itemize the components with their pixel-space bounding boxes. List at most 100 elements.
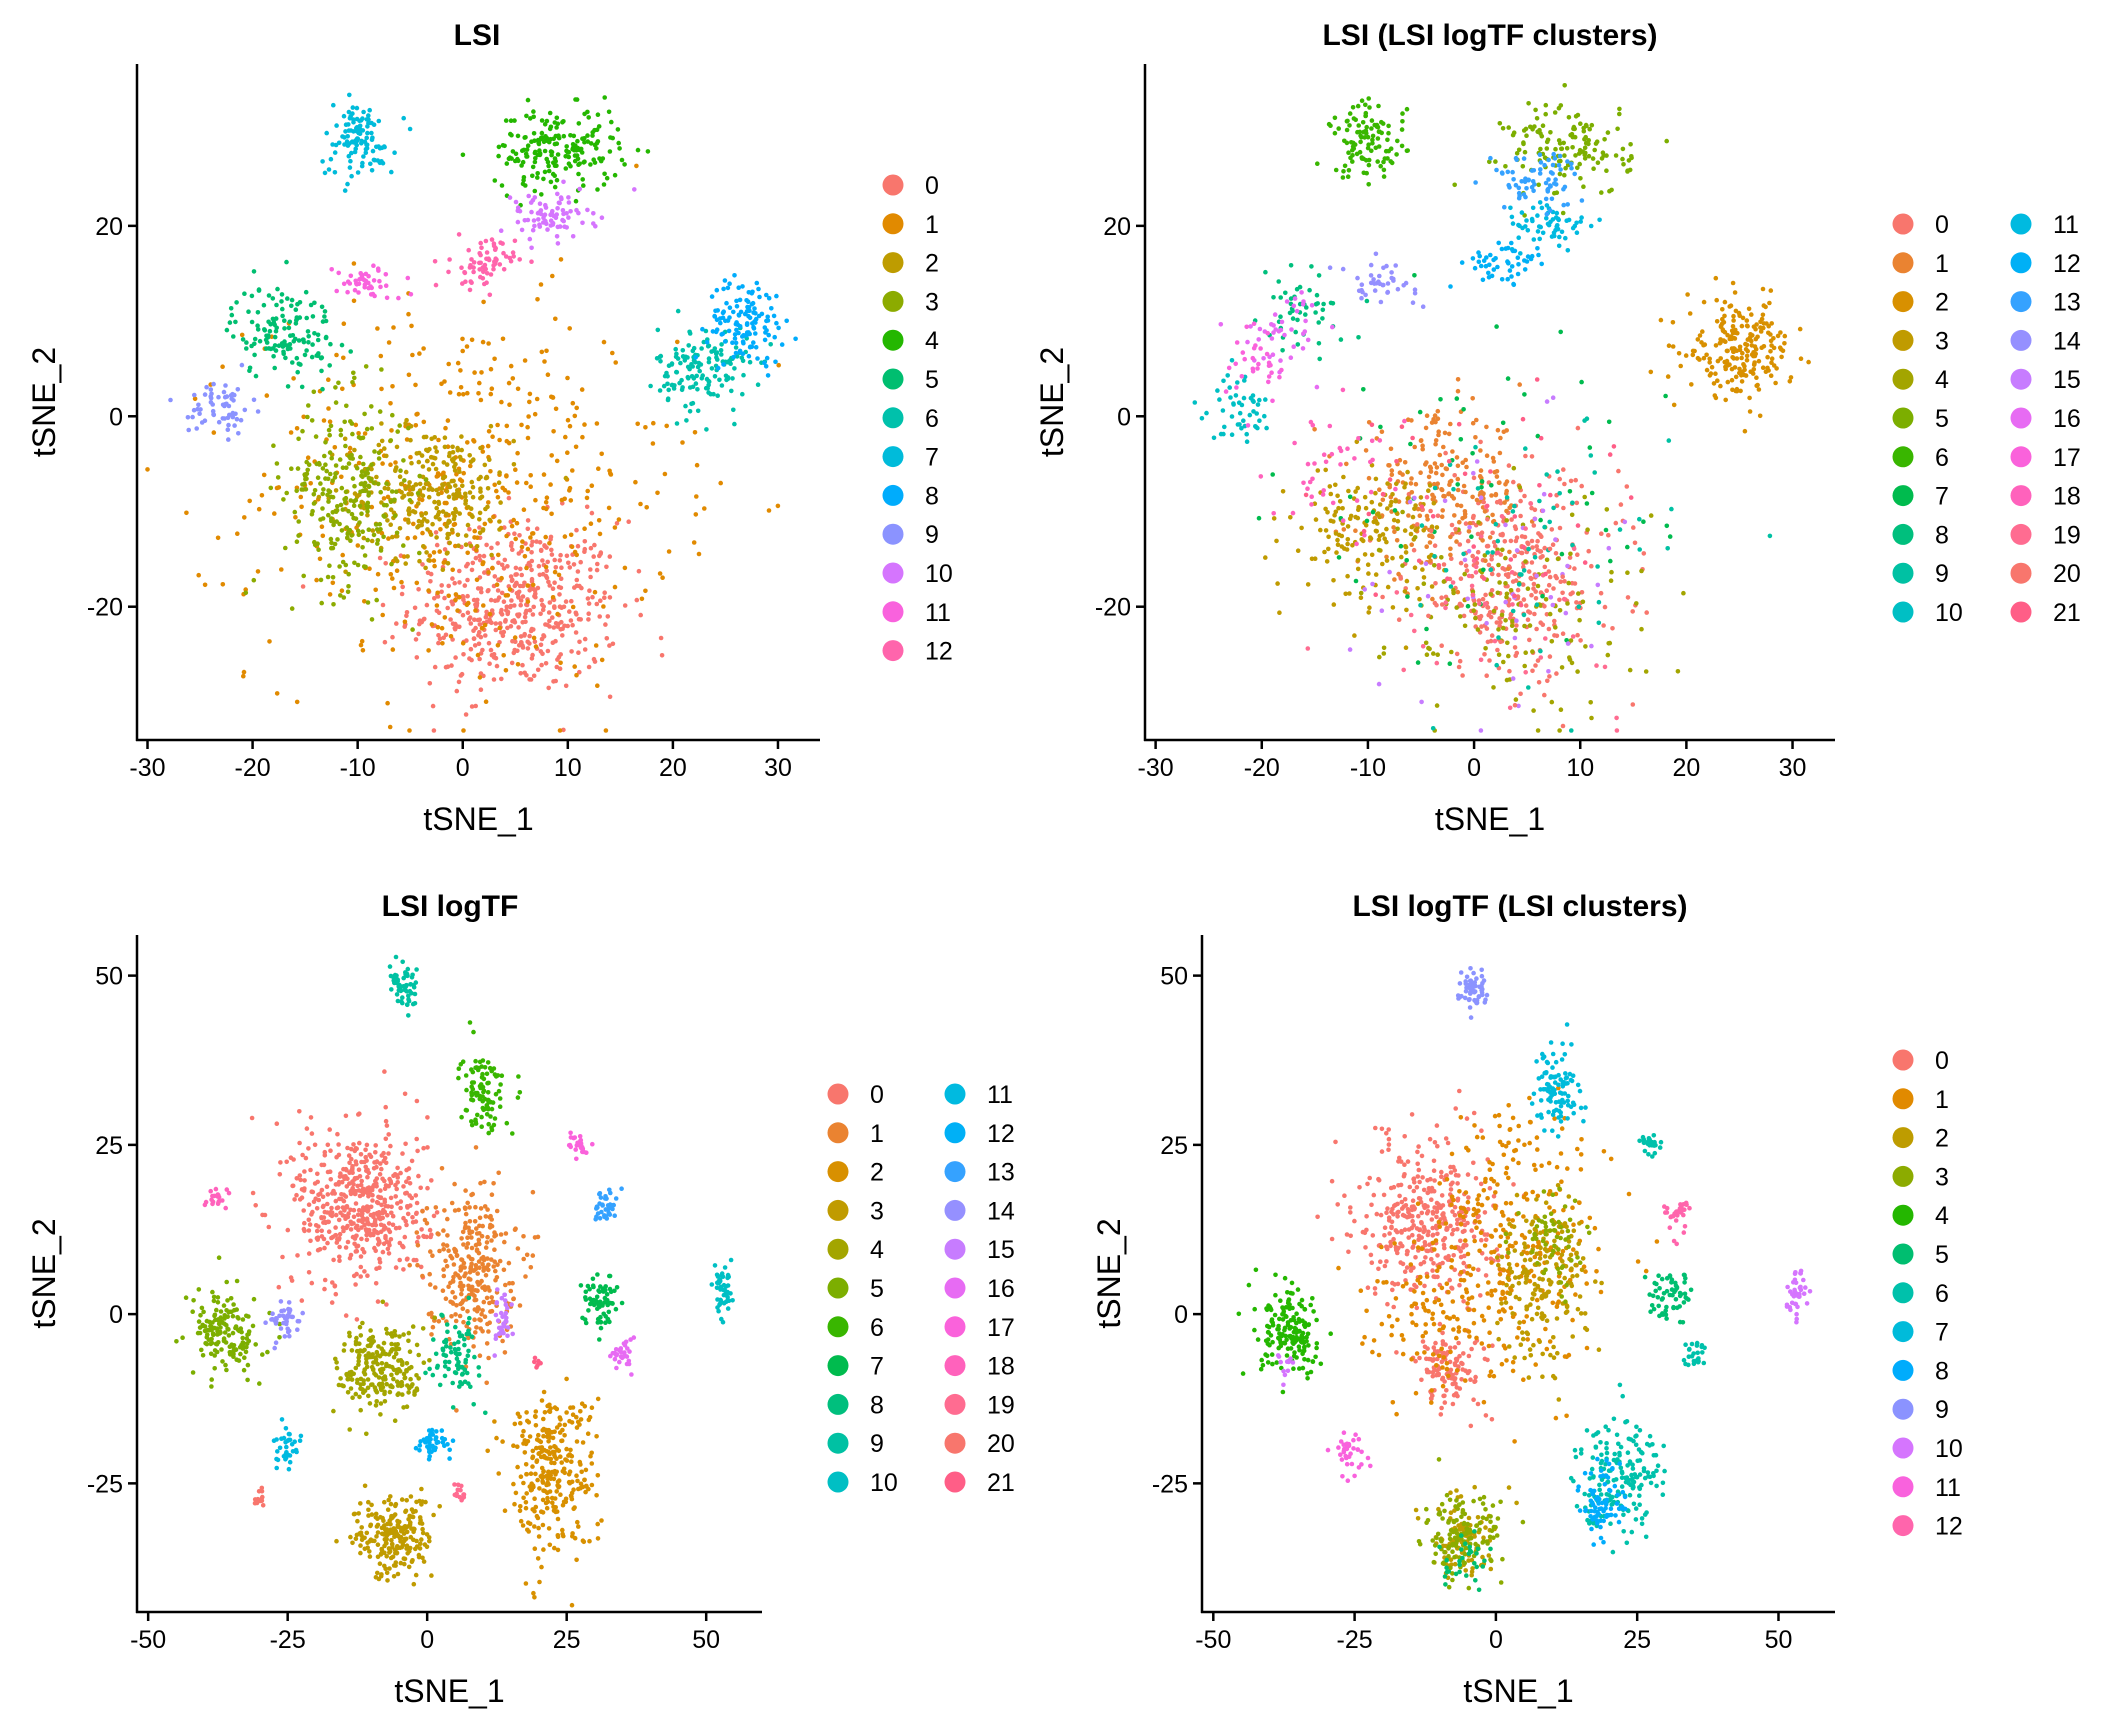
data-point [320, 516, 326, 521]
data-point [643, 425, 648, 430]
data-point [492, 356, 497, 362]
data-point [546, 139, 552, 145]
data-point [748, 344, 754, 350]
legend-item: 21 [2010, 599, 2081, 627]
data-point [1289, 327, 1294, 332]
data-point [1288, 355, 1294, 361]
data-point [793, 336, 798, 342]
data-point [1768, 373, 1774, 379]
data-point [401, 115, 407, 121]
data-point [704, 427, 709, 432]
data-point [1617, 111, 1622, 117]
data-point [563, 475, 569, 481]
data-point [1323, 467, 1328, 473]
data-point [295, 466, 301, 471]
data-point [496, 144, 502, 150]
data-point [525, 546, 531, 552]
data-point [569, 544, 575, 549]
data-point [331, 522, 336, 528]
legend-marker [882, 523, 904, 545]
data-point [1521, 128, 1527, 133]
data-point [1535, 583, 1541, 589]
data-point [379, 159, 384, 164]
data-point [1553, 215, 1559, 220]
data-point [540, 607, 546, 613]
data-point [1418, 438, 1424, 443]
data-point [665, 396, 671, 402]
x-tick-label: 0 [1467, 754, 1481, 782]
data-point [405, 535, 411, 541]
data-point [511, 254, 516, 259]
data-point [536, 217, 541, 222]
y-tick-label: 0 [109, 403, 123, 431]
data-point [347, 116, 353, 121]
data-point [632, 187, 637, 192]
data-point [732, 366, 737, 371]
data-point [774, 293, 779, 299]
data-point [362, 1269, 367, 1274]
data-point [499, 590, 505, 596]
data-point [477, 525, 482, 530]
data-point [712, 313, 717, 319]
data-point [734, 298, 739, 304]
data-point [1305, 646, 1311, 651]
data-point [1264, 425, 1269, 431]
data-point [1536, 680, 1542, 685]
data-point [1488, 567, 1494, 572]
data-point [519, 422, 524, 428]
data-point [1244, 324, 1249, 330]
data-point [704, 340, 710, 345]
data-point [279, 299, 284, 304]
data-point [558, 660, 563, 666]
data-point [1503, 522, 1508, 528]
data-point [322, 309, 328, 314]
data-point [365, 600, 371, 605]
data-point [1598, 590, 1604, 596]
data-point [1368, 273, 1374, 278]
data-point [266, 293, 272, 298]
data-point [1628, 142, 1633, 147]
legend-marker [882, 640, 904, 662]
data-point [296, 519, 302, 524]
data-point [439, 625, 445, 631]
data-point [242, 291, 247, 297]
data-point [300, 584, 306, 589]
data-point [373, 1150, 378, 1155]
data-point [746, 353, 752, 359]
data-point [358, 454, 363, 460]
data-point [383, 1104, 389, 1110]
data-point [1573, 477, 1578, 483]
data-point [530, 582, 536, 588]
data-point [1299, 525, 1304, 531]
data-point [536, 563, 542, 569]
data-point [1294, 308, 1300, 314]
data-point [524, 480, 529, 486]
legend-label: 1 [1935, 250, 1949, 278]
data-point [1464, 568, 1470, 573]
data-point [413, 382, 418, 388]
data-point [1503, 599, 1508, 605]
data-point [1470, 553, 1475, 559]
data-point [567, 423, 573, 429]
data-point [1313, 517, 1319, 522]
data-point [409, 491, 414, 497]
data-point [746, 290, 752, 295]
data-point [1506, 572, 1511, 577]
data-point [547, 110, 553, 116]
data-point [1434, 703, 1440, 708]
data-point [294, 699, 300, 705]
data-point [227, 320, 233, 325]
data-point [558, 576, 564, 581]
data-point [1280, 348, 1285, 353]
data-point [356, 130, 362, 136]
data-point [358, 1218, 364, 1223]
data-point [465, 593, 470, 599]
data-point [441, 635, 447, 641]
data-point [598, 598, 603, 603]
data-point [1568, 478, 1574, 484]
data-point [400, 495, 405, 500]
data-point [1513, 653, 1518, 658]
data-point [319, 304, 325, 310]
data-point [1470, 592, 1476, 598]
data-point [675, 339, 680, 345]
